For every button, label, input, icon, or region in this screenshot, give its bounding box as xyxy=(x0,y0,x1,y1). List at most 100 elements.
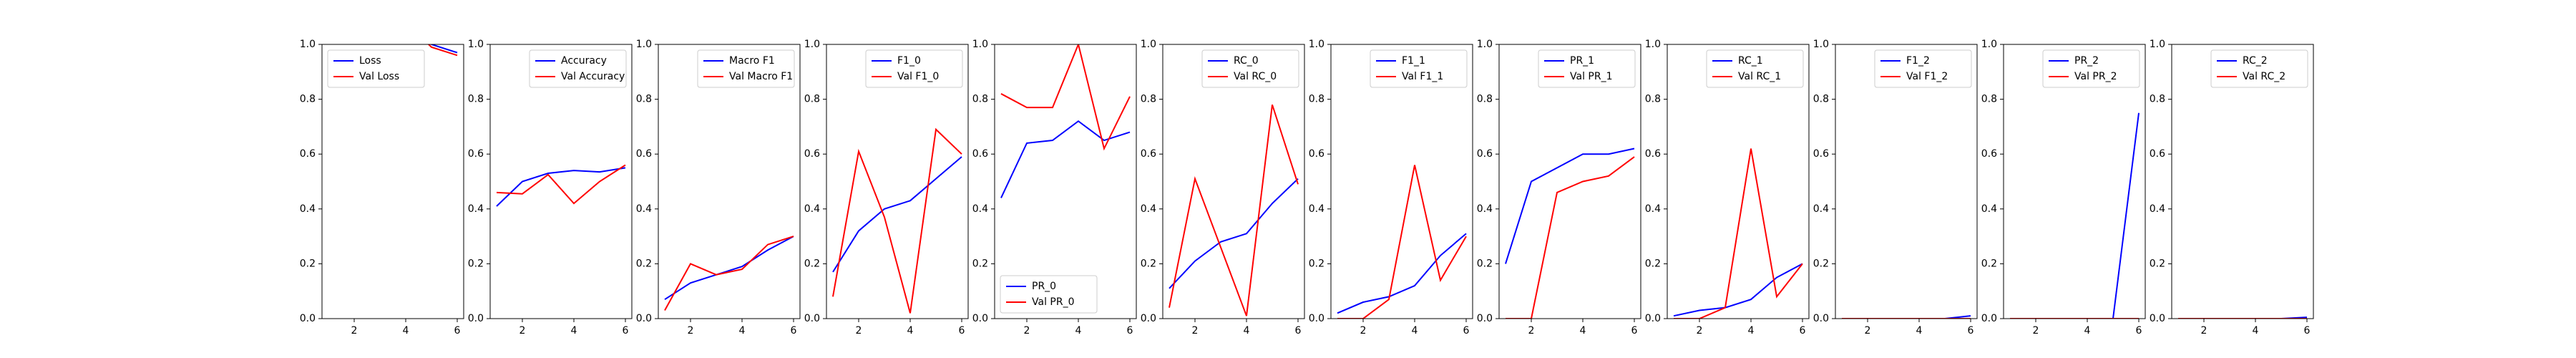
data-line xyxy=(1169,178,1299,289)
legend-label: RC_2 xyxy=(2243,55,2268,67)
y-tick-label: 1.0 xyxy=(1309,39,1324,50)
legend-label: Val F1_1 xyxy=(1402,71,1443,82)
x-tick-label: 6 xyxy=(1631,325,1638,337)
legend-box xyxy=(2210,49,2308,88)
y-tick-label: 0.6 xyxy=(972,148,988,160)
x-tick-label: 6 xyxy=(1295,325,1302,337)
y-tick-label: 0.6 xyxy=(1141,148,1156,160)
data-line xyxy=(427,44,458,57)
x-tick-label: 2 xyxy=(1360,325,1367,337)
x-tick-label: 4 xyxy=(1075,325,1082,337)
x-tick-label: 6 xyxy=(454,325,461,337)
legend-box xyxy=(1538,49,1636,88)
y-tick-label: 0.4 xyxy=(1981,203,1997,215)
x-tick-label: 2 xyxy=(1024,325,1030,337)
axes-frame xyxy=(2171,44,2314,319)
legend: Macro F1 Val Macro F1 xyxy=(697,49,795,88)
legend: F1_1 Val F1_1 xyxy=(1370,49,1468,88)
data-line xyxy=(496,167,626,207)
x-tick-label: 2 xyxy=(1528,325,1535,337)
x-tick-label: 6 xyxy=(1127,325,1133,337)
legend-label: Val Accuracy xyxy=(561,71,625,82)
legend-box xyxy=(865,49,963,88)
y-tick-label: 0.8 xyxy=(1141,94,1156,105)
y-tick-label: 0.6 xyxy=(1309,148,1324,160)
y-tick-label: 1.0 xyxy=(468,39,484,50)
legend-box xyxy=(2042,49,2140,88)
axes-frame xyxy=(1498,44,1641,319)
y-tick-label: 0.0 xyxy=(1309,313,1324,324)
axes-frame xyxy=(994,44,1137,319)
y-tick-label: 0.4 xyxy=(468,203,484,215)
legend: Accuracy Val Accuracy xyxy=(529,49,627,88)
legend-box xyxy=(1000,275,1098,314)
subplot: 0.0 0.2 0.4 0.6 0.8 1.0 2 4 6 PR_1 Val PR_1 xyxy=(1477,39,1641,337)
x-tick-label: 2 xyxy=(2201,325,2207,337)
subplot: 0.0 0.2 0.4 0.6 0.8 1.0 2 4 6 RC_2 Val RC_2 xyxy=(2150,39,2314,337)
y-tick-label: 0.0 xyxy=(1813,313,1829,324)
x-tick-label: 4 xyxy=(1580,325,1586,337)
x-tick-label: 4 xyxy=(1412,325,1418,337)
subplot: 0.0 0.2 0.4 0.6 0.8 1.0 2 4 6 Loss Val Loss xyxy=(300,39,464,337)
y-tick-label: 0.8 xyxy=(804,94,820,105)
y-tick-label: 0.4 xyxy=(636,203,652,215)
legend: Loss Val Loss xyxy=(327,49,425,88)
y-tick-label: 0.0 xyxy=(1141,313,1156,324)
legend-label: RC_1 xyxy=(1738,55,1763,67)
legend: F1_2 Val F1_2 xyxy=(1874,49,1972,88)
x-tick-label: 6 xyxy=(2136,325,2142,337)
y-tick-label: 0.8 xyxy=(972,94,988,105)
legend-label: Val PR_1 xyxy=(1570,71,1613,82)
x-tick-label: 6 xyxy=(1968,325,1974,337)
x-tick-label: 4 xyxy=(1748,325,1755,337)
y-tick-label: 0.4 xyxy=(804,203,820,215)
data-line xyxy=(2010,112,2140,319)
data-line xyxy=(664,236,794,311)
y-tick-label: 0.2 xyxy=(972,258,988,269)
data-line xyxy=(1169,104,1299,316)
legend-label: Val Macro F1 xyxy=(729,71,793,82)
y-tick-label: 0.8 xyxy=(468,94,484,105)
y-tick-label: 0.4 xyxy=(1477,203,1493,215)
data-line xyxy=(1337,165,1467,319)
legend-box xyxy=(1201,49,1299,88)
y-tick-label: 0.0 xyxy=(1981,313,1997,324)
legend-label: Loss xyxy=(359,55,381,67)
data-line xyxy=(1506,156,1635,319)
x-tick-label: 6 xyxy=(1463,325,1470,337)
y-tick-label: 0.2 xyxy=(1141,258,1156,269)
legend-label: Accuracy xyxy=(561,55,607,67)
y-tick-label: 0.0 xyxy=(1645,313,1661,324)
subplot: 0.0 0.2 0.4 0.6 0.8 1.0 2 4 6 F1_0 Val F1_0 xyxy=(804,39,969,337)
y-tick-label: 1.0 xyxy=(804,39,820,50)
y-tick-label: 0.8 xyxy=(1309,94,1324,105)
legend-label: PR_0 xyxy=(1032,281,1056,292)
y-tick-label: 0.0 xyxy=(636,313,652,324)
legend: PR_1 Val PR_1 xyxy=(1538,49,1636,88)
legend-label: RC_0 xyxy=(1234,55,1259,67)
subplot: 0.0 0.2 0.4 0.6 0.8 1.0 2 4 6 RC_1 Val RC_1 xyxy=(1645,39,1810,337)
y-tick-label: 0.8 xyxy=(636,94,652,105)
legend-label: Val F1_2 xyxy=(1906,71,1948,82)
legend-label: F1_2 xyxy=(1906,55,1930,67)
data-line xyxy=(1000,120,1131,198)
y-tick-label: 0.6 xyxy=(1645,148,1661,160)
x-tick-label: 4 xyxy=(2253,325,2259,337)
legend-label: Val RC_1 xyxy=(1738,71,1781,82)
y-tick-label: 0.8 xyxy=(1813,94,1829,105)
x-tick-label: 4 xyxy=(2084,325,2091,337)
x-tick-label: 2 xyxy=(351,325,358,337)
axes-frame xyxy=(1667,44,1810,319)
legend: F1_0 Val F1_0 xyxy=(865,49,963,88)
x-tick-label: 6 xyxy=(623,325,629,337)
y-tick-label: 0.2 xyxy=(468,258,484,269)
y-tick-label: 0.0 xyxy=(972,313,988,324)
legend-label: Val F1_0 xyxy=(897,71,939,82)
y-tick-label: 0.4 xyxy=(1141,203,1156,215)
data-line xyxy=(496,164,626,205)
legend-label: Val RC_2 xyxy=(2243,71,2285,82)
axes-frame xyxy=(826,44,969,319)
y-tick-label: 0.4 xyxy=(300,203,316,215)
y-tick-label: 1.0 xyxy=(300,39,316,50)
